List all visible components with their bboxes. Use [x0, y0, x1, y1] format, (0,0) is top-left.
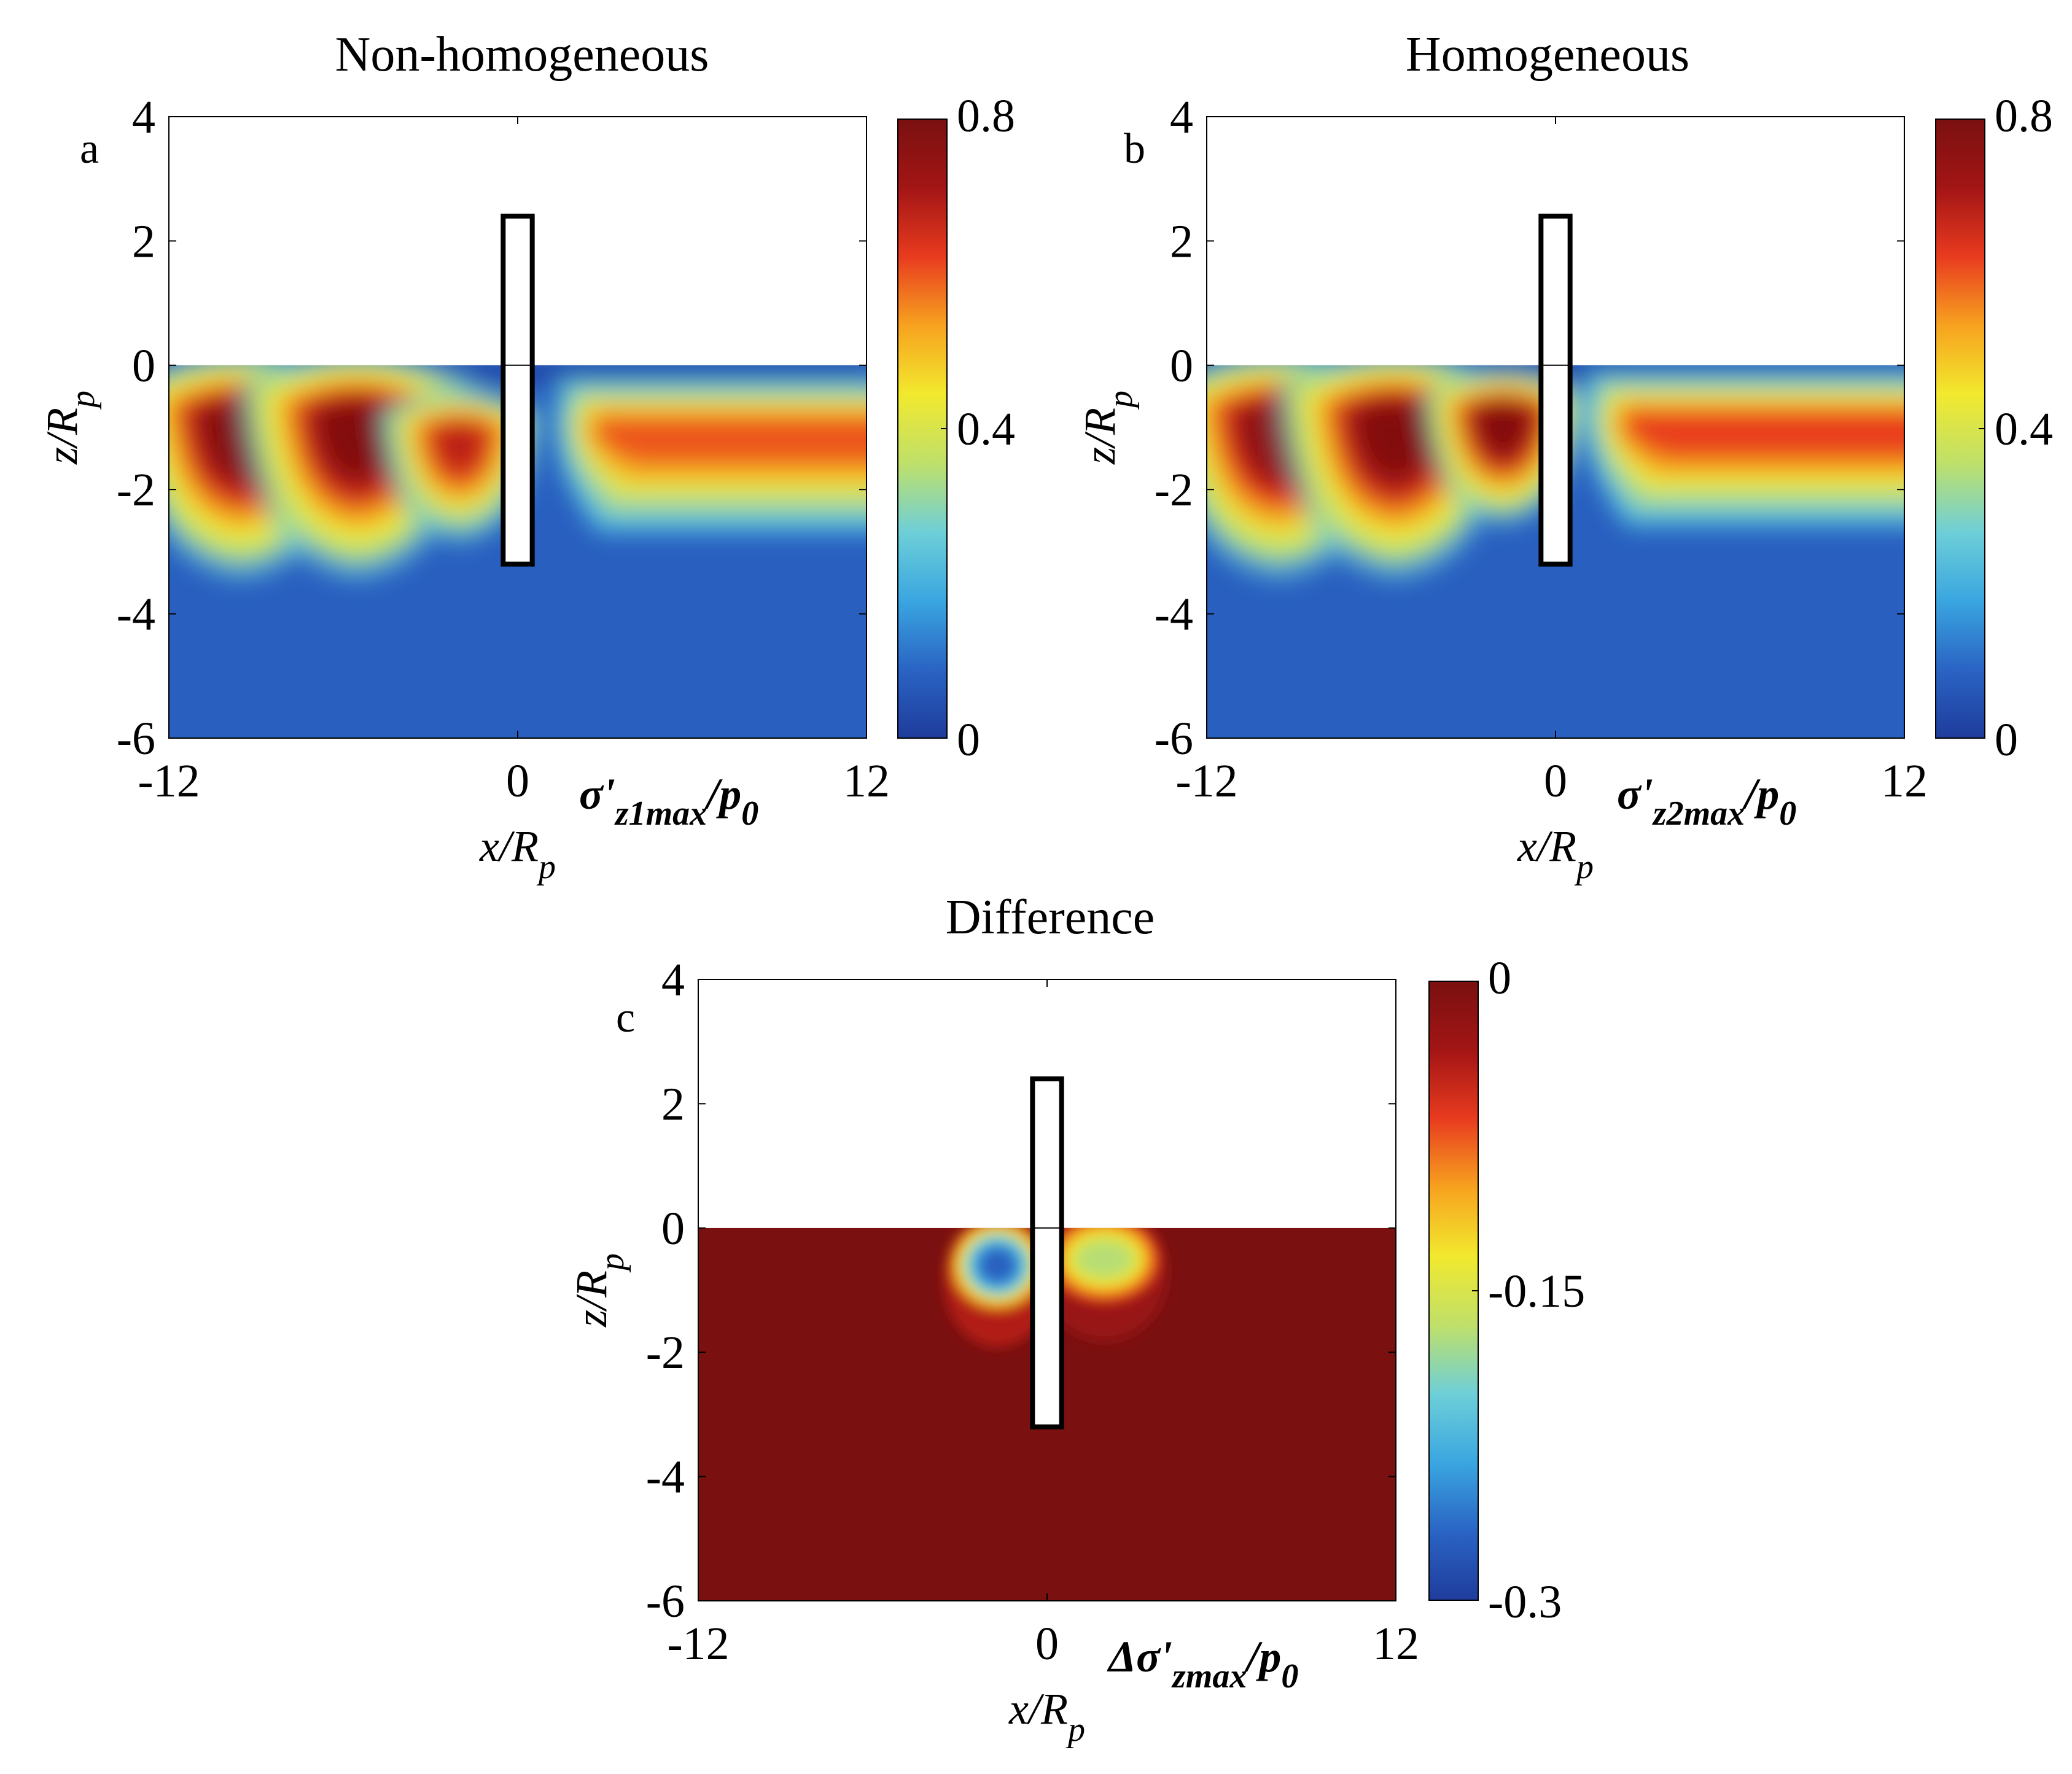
y-axis-label-main: z/R	[1075, 408, 1124, 465]
x-tick-label: -12	[138, 755, 200, 807]
x-axis-label-sub: p	[1574, 848, 1594, 886]
y-axis-label: z/Rp	[567, 1253, 631, 1328]
panel-letter: a	[80, 125, 99, 173]
panel-b: -12 0 12420-2-4-6Homogeneousbx/Rpz/Rp0.80.…	[1075, 28, 2053, 886]
y-tick-label: -4	[1155, 589, 1193, 640]
pile	[500, 213, 535, 567]
colorbar-tick-label: 0.4	[1995, 403, 2053, 455]
colorbar-label-tail-sub: 0	[741, 795, 758, 833]
pile	[1030, 1076, 1064, 1430]
x-tick-label: 0	[506, 755, 529, 807]
contour-diff-2	[1078, 1243, 1131, 1275]
y-tick-label: -6	[646, 1576, 685, 1627]
panel-a: -12 0 12420-2-4-6Non-homogeneousax/Rpz/Rp0…	[37, 28, 1015, 886]
contours	[169, 365, 867, 582]
colorbar-label-main: σ'	[1617, 769, 1653, 819]
colorbar-label-tail: /p	[1244, 1632, 1281, 1681]
colorbar-tick-label: 0	[957, 714, 980, 766]
colorbar-tick-label: 0.8	[957, 90, 1015, 142]
panel-c: -12 0 12420-2-4-6Differencecx/Rpz/Rp0-0.15…	[567, 890, 1585, 1749]
contour-peak-3	[434, 424, 485, 472]
x-axis-label-main: x/R	[1517, 822, 1576, 871]
contour-peak-2	[1358, 404, 1433, 475]
y-axis-label-main: z/R	[37, 408, 87, 465]
panel-title: Homogeneous	[1406, 28, 1689, 82]
contour-peak-3	[1478, 405, 1529, 453]
x-axis-label: x/Rp	[1008, 1684, 1085, 1749]
panel-title: Difference	[946, 890, 1155, 944]
colorbar-tick-label: 0.4	[957, 403, 1015, 455]
panel-title: Non-homogeneous	[335, 28, 709, 82]
x-axis-label-main: x/R	[1008, 1684, 1068, 1733]
colorbar-label: Δσ'zmax/p0	[1107, 1632, 1298, 1695]
x-tick-label: 12	[1373, 1618, 1419, 1670]
y-tick-label: -2	[1155, 464, 1193, 516]
x-tick-label: 12	[843, 755, 890, 807]
x-axis-label: x/Rp	[1517, 822, 1594, 886]
y-axis-label-sub: p	[593, 1253, 631, 1273]
contours	[943, 1227, 1168, 1347]
x-axis-label-main: x/R	[479, 822, 539, 871]
colorbar-label-tail: /p	[1742, 769, 1779, 819]
panel-letter: c	[616, 994, 635, 1041]
y-tick-label: -4	[117, 589, 155, 640]
colorbar-tick-label: 0.8	[1995, 90, 2053, 142]
y-tick-label: 0	[132, 340, 155, 392]
contour-diff-1	[981, 1249, 1015, 1282]
colorbar-label-tail: /p	[704, 769, 741, 819]
y-tick-label: 2	[1170, 216, 1193, 267]
y-axis-label: z/Rp	[1075, 391, 1140, 465]
contour-peak-2	[321, 404, 395, 475]
colorbar-tick-label: -0.3	[1488, 1576, 1562, 1628]
y-tick-label: -2	[646, 1327, 685, 1379]
colorbar	[1428, 981, 1479, 1601]
y-tick-label: 4	[661, 954, 685, 1006]
colorbar	[897, 119, 948, 739]
y-axis-label: z/Rp	[37, 391, 102, 465]
y-tick-label: 2	[661, 1078, 685, 1130]
colorbar-label-sub: z1max	[614, 795, 707, 833]
colorbar-label-main: σ'	[579, 769, 615, 819]
y-tick-label: 4	[132, 91, 155, 143]
colorbar-label-sub: zmax	[1171, 1657, 1247, 1695]
colorbar-label-main: Δσ'	[1107, 1632, 1172, 1681]
x-axis-label: x/Rp	[479, 822, 556, 886]
colorbar-label: σ'z2max/p0	[1617, 769, 1796, 833]
colorbar-label-tail-sub: 0	[1281, 1657, 1298, 1695]
y-axis-label-main: z/R	[567, 1270, 616, 1328]
heatmap-field-a	[169, 365, 867, 738]
panel-letter: b	[1124, 125, 1145, 173]
colorbar-tick-label: 0	[1995, 714, 2018, 766]
colorbar-tick-label: -0.15	[1488, 1266, 1585, 1317]
x-tick-label: 0	[1544, 755, 1567, 807]
y-tick-label: -6	[1155, 713, 1193, 764]
y-tick-label: -4	[646, 1452, 685, 1503]
x-tick-label: -12	[1175, 755, 1237, 807]
contours	[1207, 365, 1904, 582]
pile	[1538, 213, 1573, 567]
colorbar-label: σ'z1max/p0	[579, 769, 758, 833]
colorbar-label-tail-sub: 0	[1779, 795, 1796, 833]
x-tick-label: -12	[667, 1618, 729, 1670]
colorbar-tick-label: 0	[1488, 952, 1511, 1004]
contour-far-field	[1624, 411, 1904, 457]
colorbar-label-sub: z2max	[1652, 795, 1745, 833]
x-axis-label-sub: p	[536, 848, 556, 886]
y-tick-label: 2	[132, 216, 155, 267]
y-tick-label: -2	[117, 464, 155, 516]
y-tick-label: 0	[661, 1203, 685, 1255]
contour-far-field	[595, 417, 867, 464]
y-axis-label-sub: p	[64, 391, 102, 410]
x-tick-label: 0	[1035, 1618, 1059, 1670]
x-axis-label-sub: p	[1065, 1711, 1085, 1749]
colorbar	[1935, 119, 1985, 739]
y-tick-label: 0	[1170, 340, 1193, 392]
y-axis-label-sub: p	[1102, 391, 1140, 410]
y-tick-label: 4	[1170, 91, 1193, 143]
y-tick-label: -6	[117, 713, 155, 764]
x-tick-label: 12	[1881, 755, 1928, 807]
